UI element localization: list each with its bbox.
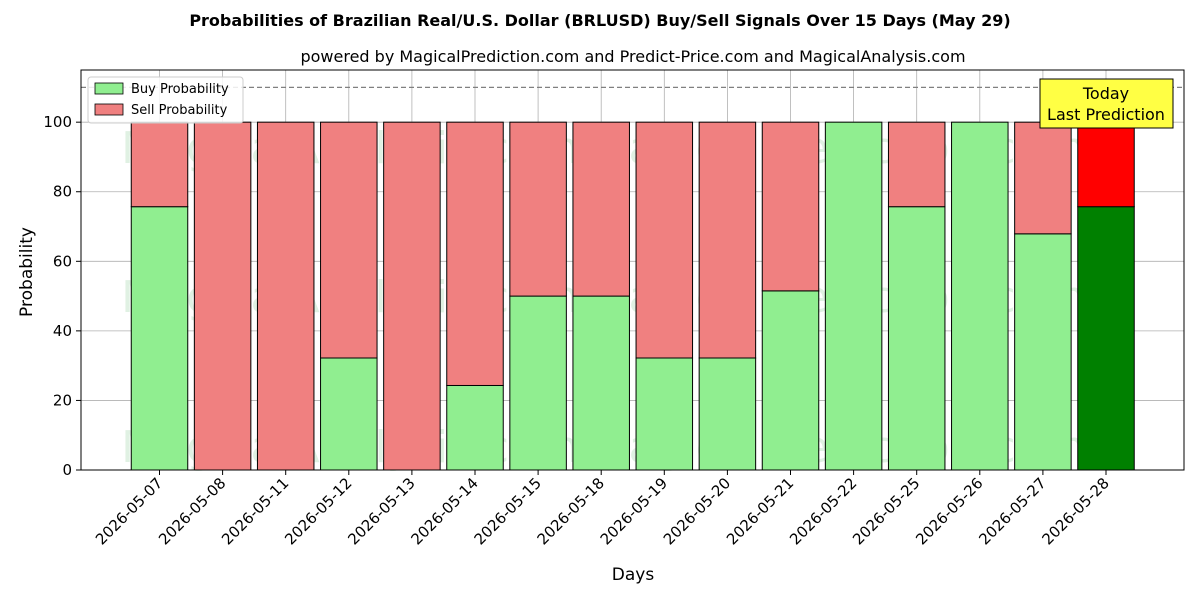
bar-buy bbox=[572, 295, 630, 471]
bar-buy bbox=[130, 206, 189, 471]
bar-buy bbox=[509, 295, 567, 471]
x-tick-label: 2026-05-07 bbox=[92, 474, 166, 548]
today-annotation-line1: Today bbox=[1082, 84, 1129, 103]
bar-sell bbox=[383, 121, 441, 471]
x-tick-label: 2026-05-19 bbox=[597, 474, 671, 548]
x-tick-label: 2026-05-22 bbox=[786, 474, 860, 548]
chart-subtitle: powered by MagicalPrediction.com and Pre… bbox=[300, 47, 965, 66]
y-tick-label: 20 bbox=[53, 391, 72, 409]
y-tick-label: 100 bbox=[43, 113, 72, 131]
x-axis-label: Days bbox=[612, 565, 655, 585]
legend: Buy Probability Sell Probability bbox=[87, 76, 244, 124]
legend-swatch-sell bbox=[94, 103, 124, 116]
x-tick-label: 2026-05-28 bbox=[1038, 474, 1112, 548]
y-tick-label: 40 bbox=[53, 322, 72, 340]
x-tick-label: 2026-05-13 bbox=[344, 474, 418, 548]
bars bbox=[130, 121, 1135, 471]
bar-sell bbox=[320, 121, 378, 359]
bar-sell bbox=[635, 121, 694, 359]
x-tick-label: 2026-05-25 bbox=[849, 474, 923, 548]
y-axis-ticks: 0 20 40 60 80 100 bbox=[43, 113, 81, 479]
bar-buy bbox=[761, 290, 820, 471]
x-tick-label: 2026-05-14 bbox=[407, 474, 481, 548]
x-tick-label: 2026-05-08 bbox=[155, 474, 229, 548]
x-tick-label: 2026-05-20 bbox=[660, 474, 734, 548]
bar-sell bbox=[446, 121, 504, 386]
today-annotation: Today Last Prediction bbox=[1039, 78, 1174, 129]
chart-title: Probabilities of Brazilian Real/U.S. Dol… bbox=[189, 11, 1010, 30]
bar-sell bbox=[698, 121, 757, 359]
bar-buy bbox=[1014, 233, 1072, 471]
bar-sell bbox=[130, 121, 189, 208]
x-tick-label: 2026-05-21 bbox=[723, 474, 797, 548]
bar-sell bbox=[572, 121, 630, 297]
bar-buy bbox=[951, 121, 1009, 471]
bar-sell bbox=[761, 121, 820, 292]
bar-sell bbox=[1014, 121, 1072, 235]
bar-sell bbox=[887, 121, 946, 208]
legend-label-sell: Sell Probability bbox=[131, 103, 228, 118]
bar-sell bbox=[1077, 121, 1135, 208]
legend-swatch-buy bbox=[94, 82, 124, 95]
bar-buy bbox=[635, 357, 694, 471]
y-tick-label: 0 bbox=[62, 461, 72, 479]
legend-box bbox=[87, 76, 244, 124]
bar-buy bbox=[446, 384, 504, 471]
x-axis-ticks: 2026-05-072026-05-082026-05-112026-05-12… bbox=[92, 470, 1113, 548]
bar-buy bbox=[887, 206, 946, 471]
x-tick-label: 2026-05-15 bbox=[471, 474, 545, 548]
x-tick-label: 2026-05-27 bbox=[975, 474, 1049, 548]
bar-buy bbox=[824, 121, 883, 471]
x-tick-label: 2026-05-18 bbox=[534, 474, 608, 548]
plot-frame bbox=[80, 69, 1185, 471]
bar-sell bbox=[193, 121, 252, 471]
x-tick-label: 2026-05-26 bbox=[912, 474, 986, 548]
bar-buy bbox=[320, 357, 378, 471]
bar-sell bbox=[256, 121, 315, 471]
x-tick-label: 2026-05-11 bbox=[218, 474, 292, 548]
x-tick-label: 2026-05-12 bbox=[281, 474, 355, 548]
y-tick-label: 60 bbox=[53, 252, 72, 270]
legend-label-buy: Buy Probability bbox=[131, 82, 229, 97]
bar-buy bbox=[1077, 206, 1135, 471]
y-axis-label: Probability bbox=[17, 227, 37, 317]
y-tick-label: 80 bbox=[53, 183, 72, 201]
today-annotation-box bbox=[1039, 78, 1174, 129]
bar-buy bbox=[698, 357, 757, 471]
today-annotation-line2: Last Prediction bbox=[1047, 105, 1165, 124]
bar-sell bbox=[509, 121, 567, 297]
